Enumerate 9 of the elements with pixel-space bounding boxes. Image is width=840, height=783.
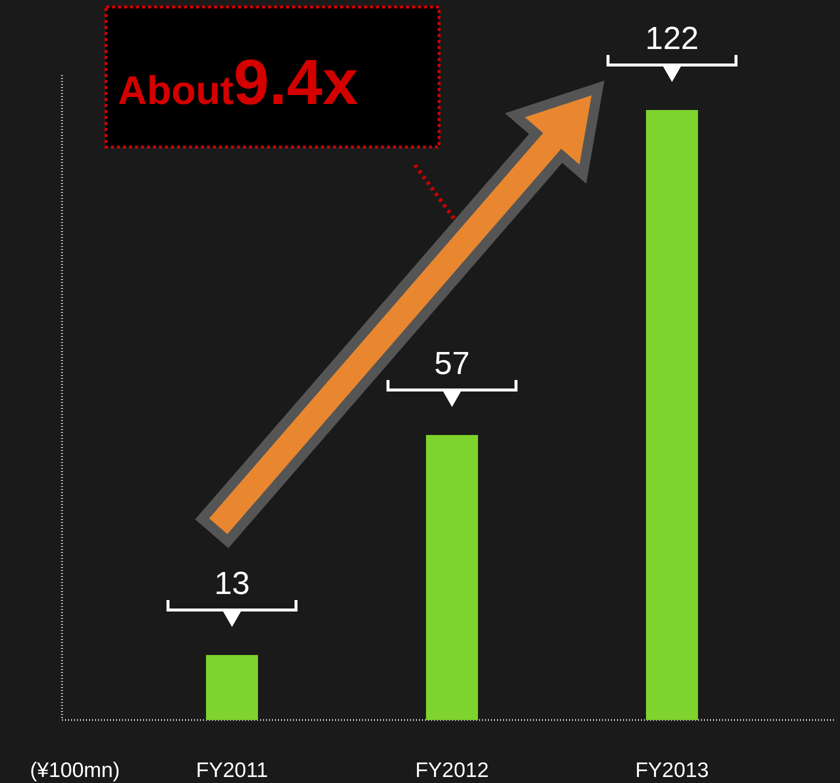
- annotation: About: [118, 69, 234, 113]
- data-label: 122: [645, 20, 699, 56]
- x-tick-label: FY2011: [196, 759, 268, 782]
- data-label: 57: [434, 345, 470, 381]
- data-label: 13: [214, 565, 250, 601]
- x-tick-label: FY2013: [635, 759, 709, 782]
- x-tick-label: FY2012: [415, 759, 489, 782]
- y-axis-title: (¥100mn): [30, 759, 120, 782]
- annotation: 9.4x: [234, 46, 358, 118]
